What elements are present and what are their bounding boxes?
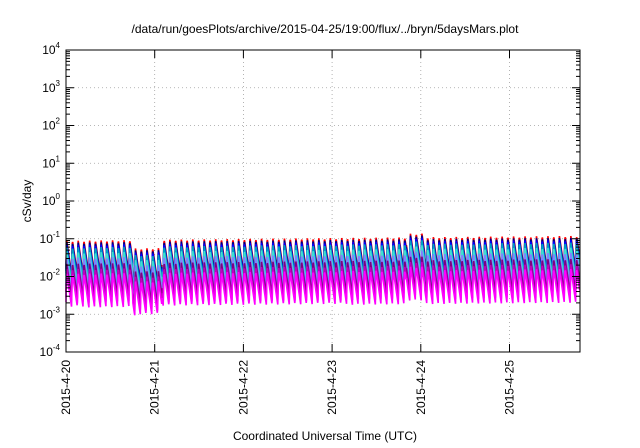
y-tick-label: 100 [42,192,60,208]
y-tick-label: 10-3 [40,305,61,321]
x-ticks: 2015-4-20 2015-4-21 2015-4-22 2015-4-23 2015… [59,360,517,415]
grid [66,50,580,352]
y-tick-label: 10-2 [40,268,61,284]
y-tick-label: 102 [42,117,60,133]
y-ticks: 10-4 10-3 10-2 10-1 100 101 102 103 104 [40,41,61,359]
series-group [65,233,581,316]
y-tick-label: 104 [42,41,60,57]
y-tick-label: 10-4 [40,343,61,359]
x-tick-label: 2015-4-24 [414,360,428,415]
x-tick-label: 2015-4-22 [236,360,250,415]
x-tick-label: 2015-4-23 [325,360,339,415]
y-axis-label: cSv/day [20,180,34,223]
x-tick-label: 2015-4-21 [148,360,162,415]
ticks [65,49,580,353]
x-tick-label: 2015-4-25 [503,360,517,415]
y-tick-label: 103 [42,79,60,95]
y-tick-label: 10-1 [40,230,61,246]
y-tick-label: 101 [42,154,60,170]
chart-title: /data/run/goesPlots/archive/2015-04-25/1… [132,22,520,36]
x-tick-label: 2015-4-20 [59,360,73,415]
x-axis-label: Coordinated Universal Time (UTC) [233,429,417,443]
series-line [65,266,581,316]
